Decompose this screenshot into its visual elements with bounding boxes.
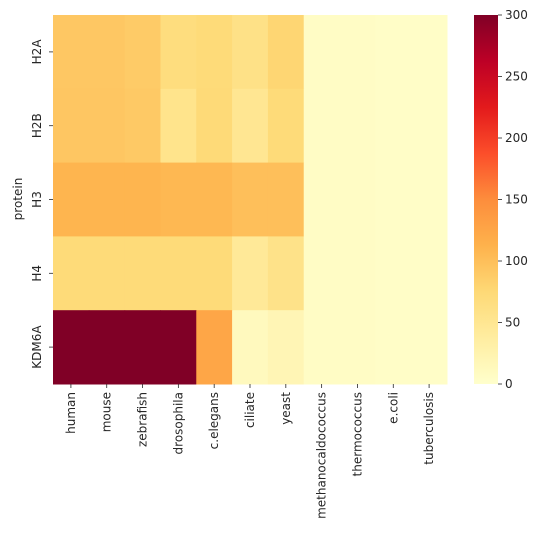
colorbar (474, 15, 498, 384)
y-tick-label: KDM6A (30, 325, 44, 369)
heatmap-cell (267, 88, 305, 164)
x-tick-label: mouse (100, 392, 114, 432)
heatmap-cell (411, 88, 448, 164)
y-axis-label: protein (11, 178, 25, 221)
heatmap-cell (232, 162, 269, 237)
x-tick-label: thermococcus (350, 392, 364, 476)
heatmap-cell (124, 162, 161, 237)
heatmap-cell (88, 236, 126, 311)
colorbar-tick-label: 150 (505, 193, 528, 207)
heatmap-cell (375, 310, 412, 385)
heatmap-cell (232, 15, 269, 90)
y-tick-label: H4 (30, 265, 44, 282)
x-tick-label: drosophila (171, 392, 185, 454)
x-tick-label: methanocaldococcus (315, 392, 329, 519)
heatmap-cell (303, 88, 341, 164)
heatmap-cell (411, 310, 448, 385)
heatmap-cell (411, 15, 448, 90)
heatmap-cells (53, 15, 448, 385)
heatmap-cell (53, 162, 90, 237)
heatmap-cell (339, 162, 376, 237)
heatmap-cell (196, 15, 233, 90)
heatmap-cell (232, 236, 269, 311)
heatmap-cell (411, 162, 448, 237)
heatmap-cell (53, 15, 90, 90)
x-tick-label: yeast (279, 392, 293, 425)
x-tick-label: human (64, 392, 78, 434)
heatmap-cell (88, 162, 126, 237)
heatmap-cell (267, 310, 305, 385)
heatmap-cell (375, 236, 412, 311)
colorbar-gradient (474, 15, 498, 384)
heatmap-cell (124, 15, 161, 90)
heatmap-cell (124, 236, 161, 311)
colorbar-tick-label: 200 (505, 131, 528, 145)
heatmap-cell (339, 310, 376, 385)
heatmap-cell (339, 15, 376, 90)
heatmap-cell (267, 15, 305, 90)
x-tick-label: zebrafish (136, 392, 150, 447)
heatmap-cell (303, 310, 341, 385)
heatmap-cell (53, 236, 90, 311)
colorbar-tick-label: 250 (505, 70, 528, 84)
heatmap-cell (232, 88, 269, 164)
heatmap-cell (339, 88, 376, 164)
heatmap-cell (196, 236, 233, 311)
heatmap-cell (375, 88, 412, 164)
heatmap-cell (160, 310, 197, 385)
heatmap-cell (339, 236, 376, 311)
y-tick-label: H2A (30, 39, 44, 65)
x-tick-label: c.elegans (207, 392, 221, 449)
x-tick-label: tuberculosis (422, 392, 436, 465)
heatmap-cell (303, 15, 341, 90)
heatmap-cell (232, 310, 269, 385)
heatmap-cell (88, 15, 126, 90)
heatmap-cell (411, 236, 448, 311)
colorbar-tick-label: 0 (505, 377, 513, 391)
heatmap-cell (88, 88, 126, 164)
heatmap-cell (160, 236, 197, 311)
heatmap-cell (88, 310, 126, 385)
heatmap-cell (160, 15, 197, 90)
y-tick-label: H2B (30, 113, 44, 138)
heatmap-cell (160, 162, 197, 237)
heatmap-cell (375, 162, 412, 237)
y-axis-ticks: H2A H2B H3 H4 KDM6A (30, 39, 53, 369)
heatmap-cell (53, 310, 90, 385)
colorbar-ticks: 0 50 100 150 200 250 300 (498, 8, 528, 391)
heatmap-cell (196, 310, 233, 385)
heatmap-cell (303, 162, 341, 237)
heatmap-cell (267, 162, 305, 237)
y-tick-label: H3 (30, 191, 44, 208)
heatmap-cell (53, 88, 90, 164)
colorbar-tick-label: 100 (505, 254, 528, 268)
heatmap-cell (196, 88, 233, 164)
x-axis-ticks: human mouse zebrafish drosophila c.elegans ci… (64, 384, 436, 519)
x-tick-label: e.coli (386, 392, 400, 424)
heatmap-cell (267, 236, 305, 311)
colorbar-tick-label: 50 (505, 316, 520, 330)
heatmap-cell (124, 310, 161, 385)
x-tick-label: ciliate (243, 392, 257, 428)
colorbar-tick-label: 300 (505, 8, 528, 22)
heatmap-cell (124, 88, 161, 164)
heatmap-cell (375, 15, 412, 90)
heatmap-cell (303, 236, 341, 311)
heatmap-cell (160, 88, 197, 164)
heatmap-cell (196, 162, 233, 237)
